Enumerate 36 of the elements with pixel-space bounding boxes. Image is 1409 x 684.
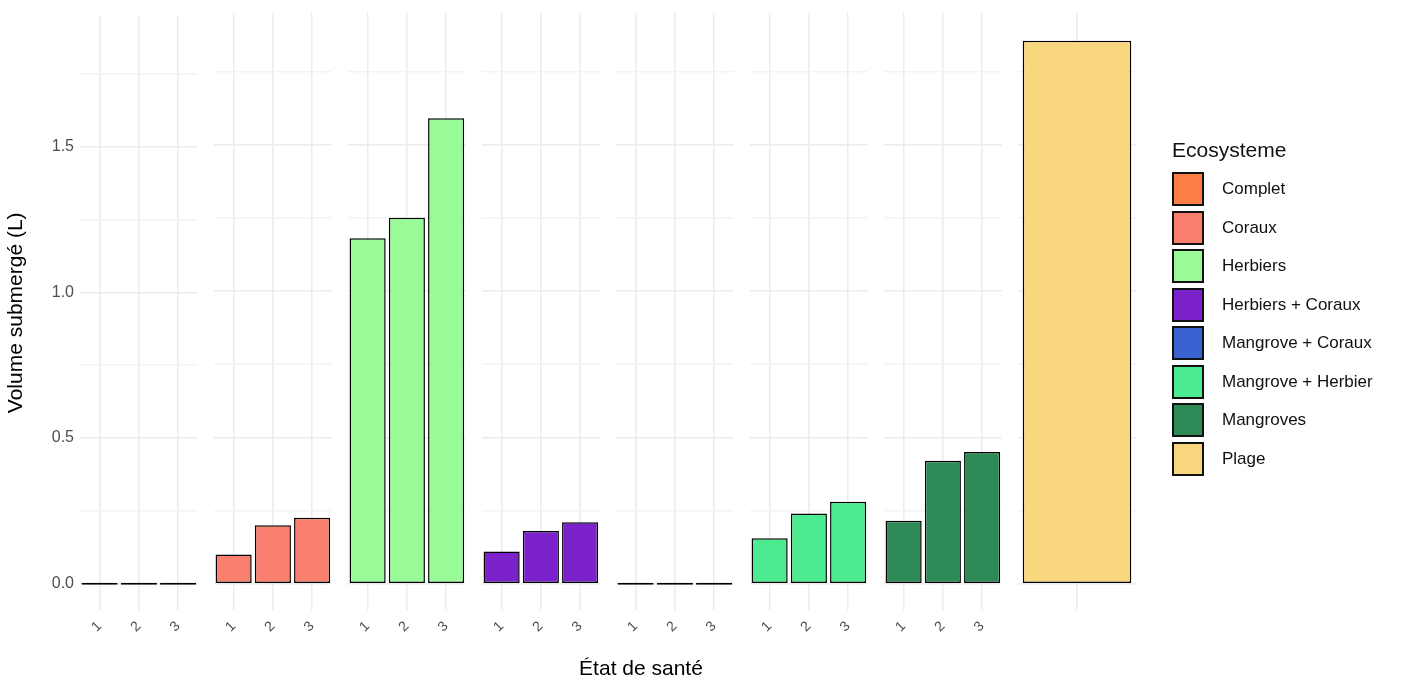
text: Herbiers xyxy=(1222,256,1287,277)
y-axis-title: Volume submergé (L) xyxy=(3,212,27,414)
x-tick-label: 3 xyxy=(166,617,184,635)
legend-label: Mangroves xyxy=(1222,410,1307,431)
x-tick-label: 3 xyxy=(434,617,452,635)
x-tick-label: 2 xyxy=(662,617,680,635)
x-tick-label: 3 xyxy=(300,617,318,635)
x-tick-label: 2 xyxy=(260,617,278,635)
x-tick-label: 3 xyxy=(836,617,854,635)
legend-label: Complet xyxy=(1222,179,1286,200)
x-tick-label: 2 xyxy=(796,617,814,635)
x-tick-label: 1 xyxy=(221,617,239,635)
x-tick-label: 1 xyxy=(355,617,373,635)
x-tick-label: 2 xyxy=(528,617,546,635)
y-tick-label: 0.0 xyxy=(51,574,75,592)
x-tick-label: 2 xyxy=(394,617,412,635)
legend-label: Coraux xyxy=(1222,217,1277,238)
x-tick-label: 1 xyxy=(891,617,909,635)
x-tick-label: 1 xyxy=(757,617,775,635)
x-tick-label: 2 xyxy=(930,617,948,635)
y-tick-label: 0.5 xyxy=(51,428,75,446)
legend-label: Mangrove + Coraux xyxy=(1222,333,1372,354)
x-tick-label: 3 xyxy=(970,617,988,635)
x-tick-label: 1 xyxy=(623,617,641,635)
x-axis-title: État de santé xyxy=(578,656,704,680)
legend-title: Ecosysteme xyxy=(1172,138,1288,162)
y-tick-label: 1.5 xyxy=(51,137,75,155)
text: Plage xyxy=(1222,448,1266,469)
y-tick-label: 1.0 xyxy=(51,282,75,300)
x-tick-label: 3 xyxy=(702,617,720,635)
x-tick-label: 3 xyxy=(568,617,586,635)
x-tick-label: 1 xyxy=(489,617,507,635)
legend-label: Mangrove + Herbier xyxy=(1222,371,1373,392)
legend-label: Herbiers + Coraux xyxy=(1222,294,1361,315)
x-tick-label: 1 xyxy=(87,617,105,635)
x-tick-label: 2 xyxy=(126,617,144,635)
